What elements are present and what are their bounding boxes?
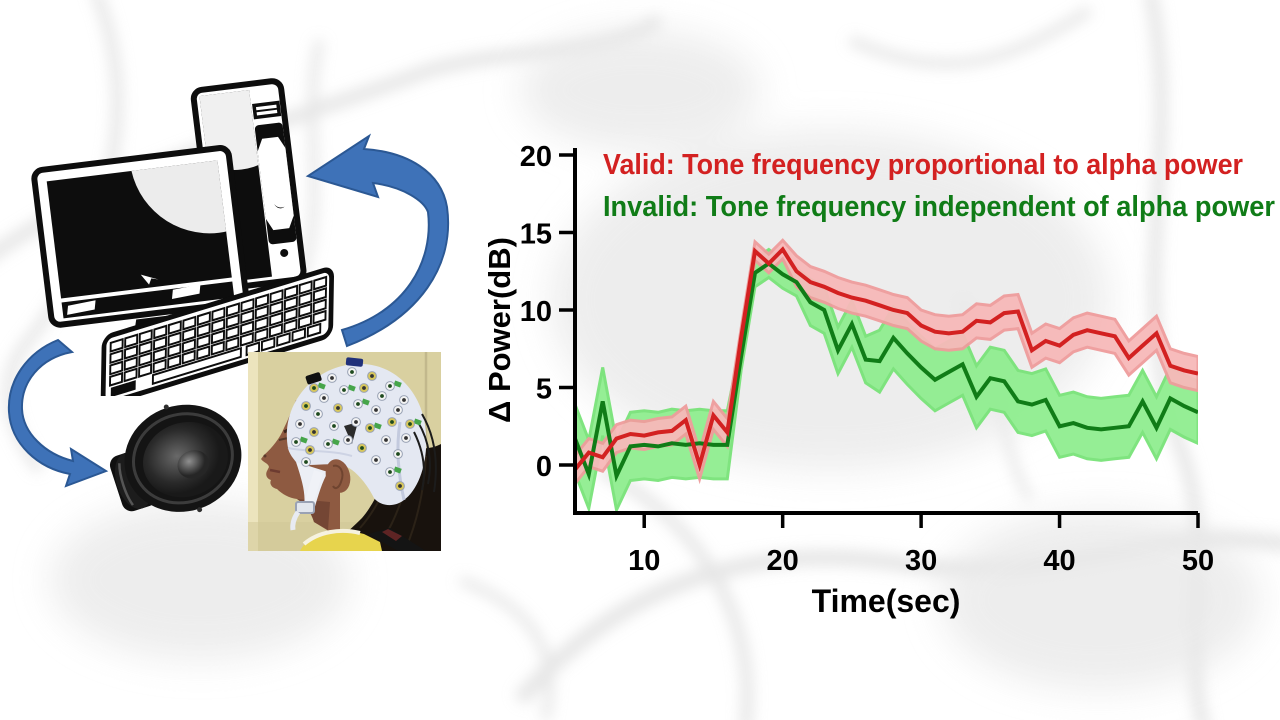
x-tick-label: 30 [905, 545, 937, 577]
y-axis-label: Δ Power(dB) [482, 237, 517, 423]
y-tick-label: 15 [520, 219, 552, 251]
speaker-icon [109, 404, 242, 513]
legend-invalid: Invalid: Tone frequency independent of a… [603, 191, 1275, 223]
axis-ticks [559, 153, 1200, 528]
x-tick-label: 40 [1043, 545, 1075, 577]
alpha-power-chart: 10 20 30 40 50 0 5 10 15 20 Valid: Tone frequenc… [482, 141, 1275, 619]
y-tick-label: 10 [520, 296, 552, 328]
x-tick-label: 20 [767, 545, 799, 577]
x-tick-label: 10 [628, 545, 660, 577]
ear [325, 459, 351, 493]
invalid-line [575, 261, 1198, 483]
x-tick-labels: 10 20 30 40 50 [628, 545, 1214, 577]
arrow-eeg-to-computer [305, 133, 450, 348]
y-tick-label: 5 [536, 374, 552, 406]
valid-line [575, 246, 1198, 473]
electrodes [291, 367, 422, 491]
legend-valid: Valid: Tone frequency proportional to al… [603, 149, 1243, 181]
arrow-computer-to-speaker [7, 338, 109, 488]
eeg-cap-photo [248, 352, 441, 551]
y-tick-label: 20 [520, 141, 552, 173]
x-tick-label: 50 [1182, 545, 1214, 577]
x-axis-label: Time(sec) [812, 583, 961, 619]
y-tick-labels: 0 5 10 15 20 [520, 141, 552, 483]
invalid-error-band [575, 247, 1198, 514]
computer-keyboard [100, 267, 334, 396]
computer-icon [31, 78, 334, 396]
y-tick-label: 0 [536, 451, 552, 483]
